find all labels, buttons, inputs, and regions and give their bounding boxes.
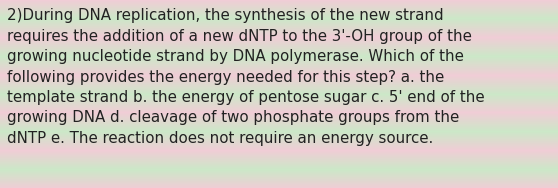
Text: 2)During DNA replication, the synthesis of the new strand
requires the addition : 2)During DNA replication, the synthesis … — [7, 8, 485, 146]
